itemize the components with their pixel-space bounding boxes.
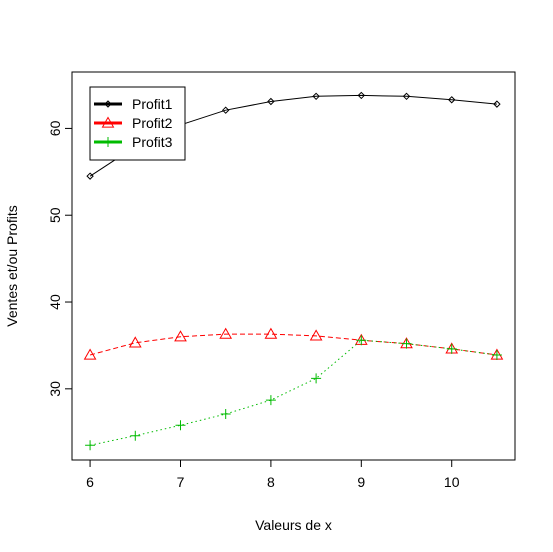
legend-label-profit2: Profit2 <box>132 115 173 131</box>
y-tick-label: 40 <box>47 294 63 310</box>
series-profit3 <box>85 335 502 451</box>
series-profit2 <box>83 327 504 360</box>
x-tick-label: 6 <box>86 474 94 490</box>
legend-marker-profit1 <box>104 100 112 108</box>
data-point-profit3 <box>311 373 322 384</box>
legend-marker-profit2 <box>101 116 115 128</box>
data-point-profit1 <box>86 172 94 180</box>
data-point-profit3 <box>401 338 412 349</box>
data-point-profit2 <box>83 348 97 360</box>
x-tick-label: 8 <box>267 474 275 490</box>
y-axis: 30 40 50 60 <box>47 120 73 397</box>
data-point-profit1 <box>493 100 501 108</box>
data-point-profit2 <box>174 330 187 342</box>
x-axis-label: Valeurs de x <box>255 517 332 533</box>
data-point-profit3 <box>175 420 186 431</box>
y-tick-label: 30 <box>47 381 63 397</box>
legend-label-profit3: Profit3 <box>132 134 173 150</box>
data-point-profit1 <box>357 91 366 100</box>
y-tick-label: 60 <box>47 120 63 136</box>
data-point-profit2 <box>264 327 278 339</box>
data-point-profit3 <box>220 408 231 419</box>
data-point-profit2 <box>219 327 233 339</box>
y-tick-label: 50 <box>47 207 63 223</box>
data-point-profit2 <box>128 336 142 348</box>
x-tick-label: 7 <box>177 474 185 490</box>
legend-label-profit1: Profit1 <box>132 96 173 112</box>
y-axis-label: Ventes et/ou Profits <box>4 205 20 326</box>
x-axis: 6 7 8 9 10 <box>86 459 460 490</box>
legend: Profit1 Profit2 Profit3 <box>89 86 186 161</box>
x-tick-label: 9 <box>357 474 365 490</box>
series-line-profit3 <box>89 339 497 446</box>
data-point-profit3 <box>85 440 96 451</box>
data-point-profit1 <box>221 106 230 114</box>
data-point-profit1 <box>267 97 275 106</box>
data-point-profit3 <box>491 349 502 360</box>
data-point-profit1 <box>448 96 456 104</box>
legend-marker-profit3 <box>103 137 113 147</box>
data-point-profit3 <box>356 335 367 346</box>
data-point-profit1 <box>312 92 320 101</box>
data-point-profit1 <box>402 92 411 101</box>
data-point-profit3 <box>446 343 457 354</box>
data-point-profit3 <box>265 395 276 406</box>
data-point-profit3 <box>130 430 141 441</box>
series-line-profit2 <box>89 333 497 356</box>
data-point-profit2 <box>309 329 323 341</box>
x-tick-label: 10 <box>444 474 460 490</box>
